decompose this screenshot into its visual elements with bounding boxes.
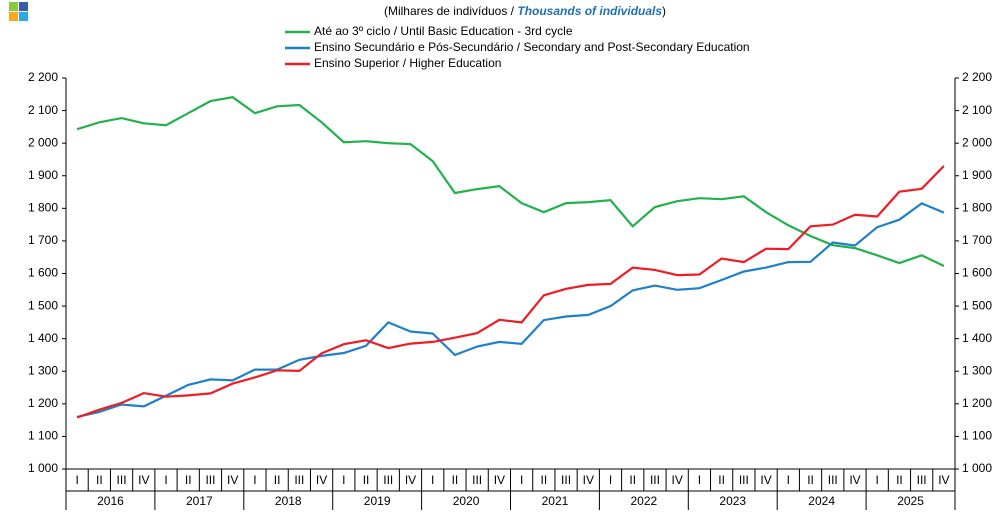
x-tick-label: IV: [672, 473, 683, 487]
x-tick-label: III: [739, 473, 749, 487]
x-tick-label: II: [274, 473, 281, 487]
y-tick-label: 2 000: [28, 135, 58, 149]
x-tick-label: II: [807, 473, 814, 487]
y-tick-label-right: 1 400: [962, 331, 992, 345]
y-tick-label: 2 200: [28, 70, 58, 84]
x-tick-label: III: [561, 473, 571, 487]
x-tick-label: I: [787, 473, 790, 487]
x-tick-label: I: [609, 473, 612, 487]
subtitle-pt: (Milhares de indivíduos /: [384, 4, 517, 18]
x-tick-label: III: [294, 473, 304, 487]
y-tick-label-right: 1 200: [962, 396, 992, 410]
x-tick-label: I: [698, 473, 701, 487]
y-tick-label: 1 300: [28, 363, 58, 377]
x-tick-label: I: [431, 473, 434, 487]
x-tick-label: IV: [316, 473, 327, 487]
x-tick-label: III: [828, 473, 838, 487]
x-tick-label: IV: [760, 473, 771, 487]
subtitle: (Milhares de indivíduos / Thousands of i…: [384, 4, 666, 18]
year-label: 2020: [453, 494, 480, 508]
year-label: 2022: [630, 494, 657, 508]
y-tick-label-right: 1 900: [962, 168, 992, 182]
series-line: [76, 96, 945, 267]
year-label: 2016: [97, 494, 124, 508]
y-tick-label-right: 1 700: [962, 233, 992, 247]
x-tick-label: II: [363, 473, 370, 487]
y-tick-label: 1 400: [28, 331, 58, 345]
x-tick-label: II: [541, 473, 548, 487]
x-tick-label: IV: [494, 473, 505, 487]
x-tick-label: III: [650, 473, 660, 487]
year-label: 2019: [364, 494, 391, 508]
y-tick-label-right: 2 200: [962, 70, 992, 84]
y-tick-label: 1 500: [28, 298, 58, 312]
x-tick-label: III: [472, 473, 482, 487]
y-tick-label: 1 200: [28, 396, 58, 410]
x-tick-label: IV: [227, 473, 238, 487]
y-tick-label-right: 1 300: [962, 363, 992, 377]
x-tick-label: III: [117, 473, 127, 487]
x-tick-label: I: [253, 473, 256, 487]
y-tick-label-right: 2 100: [962, 103, 992, 117]
year-label: 2018: [275, 494, 302, 508]
x-tick-label: I: [520, 473, 523, 487]
legend-label: Ensino Superior / Higher Education: [314, 56, 501, 70]
x-tick-label: IV: [938, 473, 949, 487]
x-tick-label: II: [96, 473, 103, 487]
subtitle-en: Thousands of individuals: [517, 4, 662, 18]
y-tick-label: 1 800: [28, 201, 58, 215]
y-tick-label-right: 1 600: [962, 266, 992, 280]
x-tick-label: II: [896, 473, 903, 487]
y-tick-label: 1 600: [28, 266, 58, 280]
subtitle-end: ): [662, 4, 666, 18]
x-tick-label: IV: [138, 473, 149, 487]
x-tick-label: IV: [405, 473, 416, 487]
x-tick-label: II: [629, 473, 636, 487]
y-tick-label-right: 1 500: [962, 298, 992, 312]
x-tick-label: I: [75, 473, 78, 487]
y-tick-label: 1 100: [28, 429, 58, 443]
year-label: 2025: [897, 494, 924, 508]
x-tick-label: IV: [583, 473, 594, 487]
legend-label: Até ao 3º ciclo / Until Basic Education …: [314, 24, 573, 38]
x-tick-label: III: [205, 473, 215, 487]
x-tick-label: IV: [849, 473, 860, 487]
x-tick-label: III: [383, 473, 393, 487]
x-tick-label: II: [452, 473, 459, 487]
year-label: 2023: [719, 494, 746, 508]
year-label: 2024: [808, 494, 835, 508]
legend-label: Ensino Secundário e Pós-Secundário / Sec…: [314, 40, 750, 54]
x-tick-label: II: [718, 473, 725, 487]
year-label: 2017: [186, 494, 213, 508]
series-line: [76, 202, 945, 418]
y-tick-label: 1 700: [28, 233, 58, 247]
year-label: 2021: [542, 494, 569, 508]
x-tick-label: I: [342, 473, 345, 487]
y-tick-label-right: 1 800: [962, 201, 992, 215]
x-tick-label: I: [876, 473, 879, 487]
x-tick-label: II: [185, 473, 192, 487]
x-tick-label: I: [164, 473, 167, 487]
y-tick-label-right: 1 000: [962, 461, 992, 475]
series-line: [76, 165, 945, 419]
y-tick-label: 1 900: [28, 168, 58, 182]
y-tick-label-right: 2 000: [962, 135, 992, 149]
y-tick-label: 1 000: [28, 461, 58, 475]
y-tick-label-right: 1 100: [962, 429, 992, 443]
y-tick-label: 2 100: [28, 103, 58, 117]
x-tick-label: III: [917, 473, 927, 487]
logo: [9, 2, 28, 21]
